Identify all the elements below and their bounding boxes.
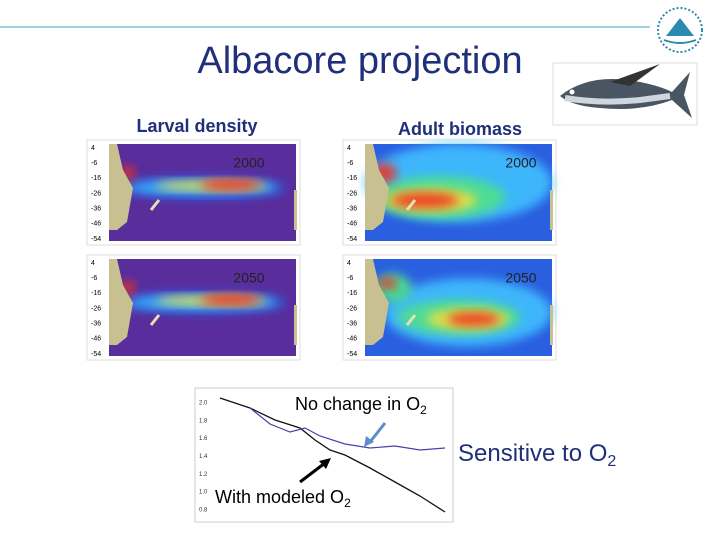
lat-tick-label: -36 (347, 206, 357, 213)
map-area (365, 259, 553, 356)
arrow (299, 461, 326, 484)
land (149, 199, 161, 211)
annotation: No change in O2 (295, 394, 427, 417)
heatmap: 4 -6 -16 -26 -36 -46 -54 2000 (86, 139, 301, 246)
y-tick-label: 1.2 (199, 472, 208, 478)
arrow (368, 422, 387, 443)
land (294, 190, 297, 230)
slide-title: Albacore projection (197, 40, 522, 82)
decorative-curve (219, 397, 446, 513)
y-tick-label: 1.6 (199, 436, 208, 442)
lat-tick-label: -54 (91, 236, 101, 243)
lat-tick-label: -36 (91, 321, 101, 328)
lat-tick-label: -46 (347, 221, 357, 228)
heat-blob (447, 312, 500, 326)
map-area (109, 259, 297, 356)
land (550, 305, 553, 345)
annotation-text: No change in O (295, 394, 420, 414)
land (550, 190, 553, 230)
land (149, 314, 161, 326)
lat-tick-label: 4 (347, 260, 351, 267)
annotation: Sensitive to O2 (458, 440, 616, 470)
heat-blob (200, 178, 261, 191)
subscript: 2 (607, 453, 616, 470)
heat-blob (391, 192, 459, 209)
arrow-head (319, 458, 331, 469)
lat-tick-label: -26 (91, 190, 101, 197)
decorative-curve (249, 407, 446, 451)
inset-chart: 2.0 1.8 1.6 1.4 1.2 1.0 0.8 (194, 387, 454, 523)
annotation-text: Sensitive to O (458, 440, 607, 467)
lat-tick-label: -36 (347, 321, 357, 328)
arrow-head (364, 436, 374, 447)
subscript: 2 (420, 403, 427, 417)
heatmap: 4 -6 -16 -26 -36 -46 -54 2050 (86, 254, 301, 361)
heat-blob (378, 277, 397, 290)
annotation-text: With modeled O (215, 487, 344, 507)
lat-tick-label: -54 (91, 351, 101, 358)
land (365, 144, 389, 230)
annotation: With modeled O2 (215, 487, 351, 510)
lat-tick-label: -36 (91, 206, 101, 213)
panel-label: Larval density (136, 116, 257, 136)
y-tick-label: 1.4 (199, 454, 208, 460)
year-label: 2000 (233, 155, 264, 171)
land (294, 305, 297, 345)
map-area (365, 144, 553, 241)
heatmap: 4 -6 -16 -26 -36 -46 -54 2050 (342, 254, 557, 361)
y-tick-label: 1.0 (199, 490, 208, 496)
heatmap: 4 -6 -16 -26 -36 -46 -54 2000 (342, 139, 557, 246)
heat-blob (200, 293, 261, 306)
y-tick-label: 1.8 (199, 418, 208, 424)
y-tick-label: 0.8 (199, 507, 208, 513)
lat-tick-label: -46 (347, 336, 357, 343)
lat-tick-label: -26 (347, 305, 357, 312)
land (405, 199, 417, 211)
land (405, 314, 417, 326)
lat-tick-label: -46 (91, 336, 101, 343)
lat-tick-label: -16 (347, 290, 357, 297)
lat-tick-label: -6 (347, 160, 353, 167)
lat-tick-label: 4 (347, 145, 351, 152)
lat-tick-label: 4 (91, 145, 95, 152)
lat-tick-label: -16 (347, 175, 357, 182)
lat-tick-label: -16 (91, 175, 101, 182)
lat-tick-label: -16 (91, 290, 101, 297)
lat-tick-label: -6 (91, 275, 97, 282)
land (365, 259, 389, 345)
lat-tick-label: -26 (91, 305, 101, 312)
year-label: 2000 (505, 155, 536, 171)
map-area (109, 144, 297, 241)
lat-tick-label: -6 (91, 160, 97, 167)
lat-tick-label: -46 (91, 221, 101, 228)
year-label: 2050 (233, 270, 264, 286)
panel-label: Adult biomass (398, 119, 522, 139)
year-label: 2050 (505, 270, 536, 286)
lat-tick-label: -54 (347, 236, 357, 243)
lat-tick-label: -26 (347, 190, 357, 197)
land (109, 144, 133, 230)
fish-illustration (552, 62, 698, 126)
y-tick-label: 2.0 (199, 401, 208, 407)
lat-tick-label: -6 (347, 275, 353, 282)
land (109, 259, 133, 345)
lat-tick-label: -54 (347, 351, 357, 358)
lat-tick-label: 4 (91, 260, 95, 267)
logo (657, 7, 703, 53)
subscript: 2 (344, 496, 351, 510)
